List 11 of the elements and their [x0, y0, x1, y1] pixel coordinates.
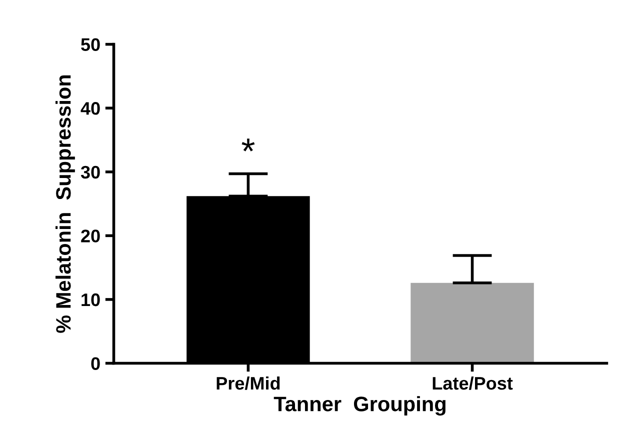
y-tick-label: 10 [82, 293, 100, 306]
annotation: * [242, 138, 255, 152]
x-tick-label: Pre/Mid [216, 376, 280, 390]
y-tick-label: 0 [91, 357, 100, 370]
y-axis-title: % Melatonin Suppression [56, 75, 75, 333]
y-tick-label: 40 [80, 102, 100, 115]
x-axis-title: Tanner Grouping [274, 396, 446, 416]
y-tick-label: 30 [80, 166, 100, 179]
y-tick-label: 20 [81, 230, 100, 242]
y-tick-label: 50 [81, 38, 100, 52]
x-tick-label: Late/Post [432, 376, 513, 390]
